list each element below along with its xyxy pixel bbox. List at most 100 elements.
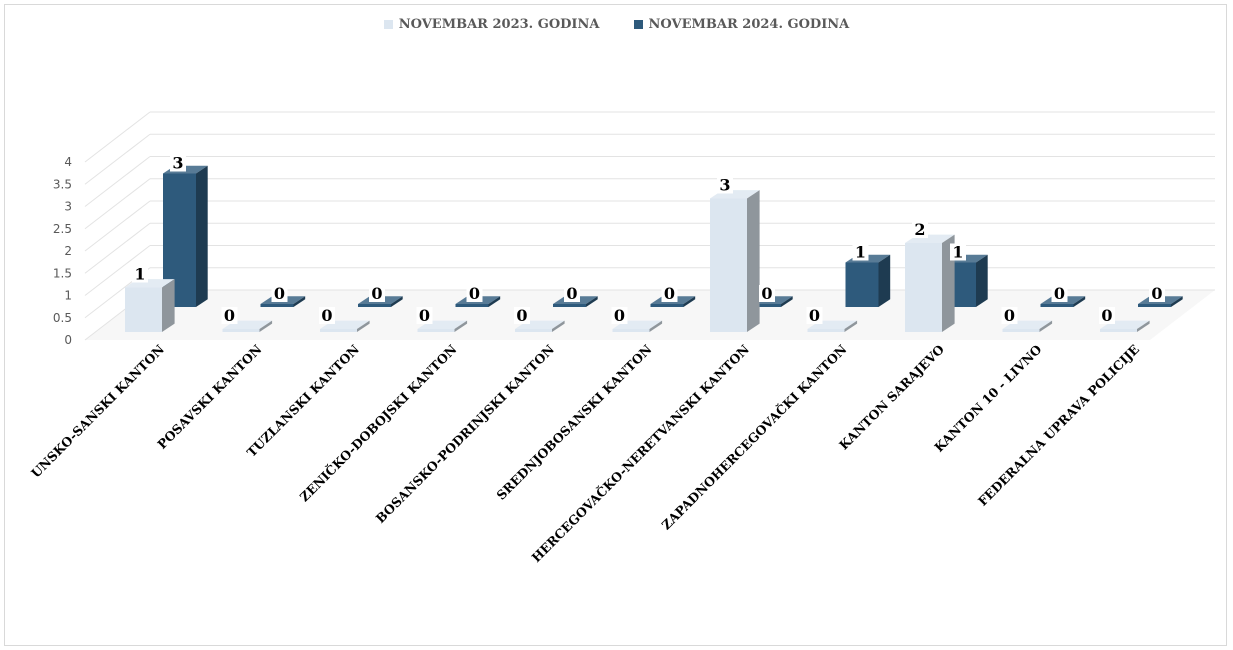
x-tick-label: KANTON SARAJEVO: [836, 341, 947, 452]
data-label: 0: [271, 284, 288, 303]
bar-2023: [905, 234, 955, 332]
y-tick-label: 1: [64, 289, 72, 303]
data-label: 0: [564, 284, 580, 303]
bar-side-face: [391, 296, 403, 307]
bar-front-face: [222, 329, 260, 332]
data-label-text: 0: [1004, 306, 1015, 325]
bar-front-face: [553, 304, 586, 307]
side-gridline: [84, 178, 151, 230]
bar-side-face: [586, 296, 598, 307]
bar-front-face: [748, 304, 781, 307]
data-label-background: [466, 285, 483, 302]
data-label-background: [759, 285, 775, 302]
data-label-text: 0: [761, 284, 772, 303]
data-label-background: [1001, 307, 1018, 324]
y-tick-label: 0: [64, 333, 72, 347]
data-label-text: 3: [719, 176, 730, 195]
data-label: 1: [852, 243, 869, 262]
data-label-text: 1: [952, 243, 963, 262]
bar-front-face: [125, 287, 162, 332]
data-label-text: 0: [1054, 284, 1065, 303]
bar-front-face: [455, 304, 489, 307]
bar-front-face: [1040, 304, 1074, 307]
y-tick-label: 0.5: [53, 311, 72, 325]
bar-front-face: [710, 198, 747, 332]
bar-front-face: [260, 304, 294, 307]
x-tick-label: SREDNJOBOSANSKI KANTON: [493, 342, 654, 503]
y-tick-label: 1.5: [53, 266, 72, 280]
legend-label-2023: NOVEMBAR 2023. GODINA: [398, 17, 600, 32]
bar-side-face: [844, 320, 858, 332]
data-label-text: 0: [809, 306, 820, 325]
data-label: 0: [1099, 306, 1115, 325]
bar-front-face: [905, 243, 942, 332]
data-label-text: 0: [419, 306, 430, 325]
side-gridline: [84, 111, 151, 163]
y-tick-label: 2.5: [53, 222, 72, 236]
data-label: 0: [466, 284, 483, 303]
data-label-background: [170, 154, 186, 172]
data-label-text: 0: [614, 306, 625, 325]
data-labels: 3 0 0 0 0 0 0 1 1 0 0 1 0 0 0 0 0 3 0 2 0 0: [132, 154, 1165, 325]
data-label: 0: [369, 284, 385, 303]
bar-front-face: [612, 329, 650, 332]
bar-front-face: [807, 329, 845, 332]
bar-side-face: [1171, 296, 1183, 307]
data-label: 0: [806, 306, 823, 325]
data-label-background: [1051, 285, 1068, 302]
data-label: 0: [1001, 306, 1018, 325]
bar-side-face: [1073, 296, 1086, 307]
bar-front-face: [417, 329, 455, 332]
data-label-background: [852, 243, 869, 261]
data-label-text: 0: [371, 284, 382, 303]
bar-2023: [125, 279, 175, 332]
data-label: 2: [912, 220, 928, 239]
data-label: 0: [759, 284, 775, 303]
data-label-text: 0: [274, 284, 285, 303]
data-label-background: [717, 176, 733, 194]
data-label: 0: [611, 306, 628, 325]
data-label-text: 0: [321, 306, 332, 325]
data-label-background: [132, 265, 148, 283]
data-label-background: [1149, 285, 1165, 302]
side-gridline: [84, 133, 151, 185]
data-label-background: [912, 221, 928, 238]
y-tick-label: 2: [64, 244, 72, 258]
bar-side-face: [878, 254, 891, 307]
x-tick-label: UNSKO-SANSKI KANTON: [28, 342, 167, 481]
x-tick-label: BOSANSKO-PODRINJSKI KANTON: [373, 342, 557, 526]
y-tick-label: 3.5: [53, 177, 72, 191]
bar-side-face: [196, 165, 208, 307]
bar-front-face: [845, 262, 879, 307]
data-label: 1: [132, 265, 148, 284]
bar-front-face: [515, 329, 552, 332]
x-tick-label: KANTON 10 - LIVNO: [931, 341, 1044, 454]
bar-front-face: [650, 304, 684, 307]
x-tick-label: ZENIČKO-DOBOJSKI KANTON: [296, 341, 460, 505]
legend-swatch-2023: [383, 20, 393, 29]
data-label-text: 3: [172, 154, 183, 173]
bar-side-face: [649, 320, 663, 332]
x-tick-label: POSAVSKI KANTON: [154, 342, 264, 452]
data-label-text: 0: [664, 284, 675, 303]
bar-side-face: [1137, 320, 1150, 332]
data-label-background: [271, 285, 288, 302]
data-label-background: [369, 285, 385, 302]
bar-side-face: [552, 320, 565, 332]
bar-front-face: [1138, 304, 1171, 307]
data-label: 3: [717, 176, 733, 195]
data-label-text: 0: [1101, 306, 1112, 325]
data-label-background: [221, 307, 238, 324]
bar-front-face: [1002, 329, 1040, 332]
side-gridline: [84, 156, 151, 207]
legend-item-2023: NOVEMBAR 2023. GODINA: [383, 17, 600, 32]
bar-side-face: [976, 254, 988, 307]
data-label: 0: [416, 306, 433, 325]
bar-2024: [845, 254, 891, 307]
bar-side-face: [1039, 320, 1053, 332]
y-tick-label: 3: [64, 200, 72, 214]
data-label-text: 0: [516, 306, 527, 325]
legend-label-2024: NOVEMBAR 2024. GODINA: [648, 17, 850, 32]
data-label-text: 1: [134, 265, 145, 284]
